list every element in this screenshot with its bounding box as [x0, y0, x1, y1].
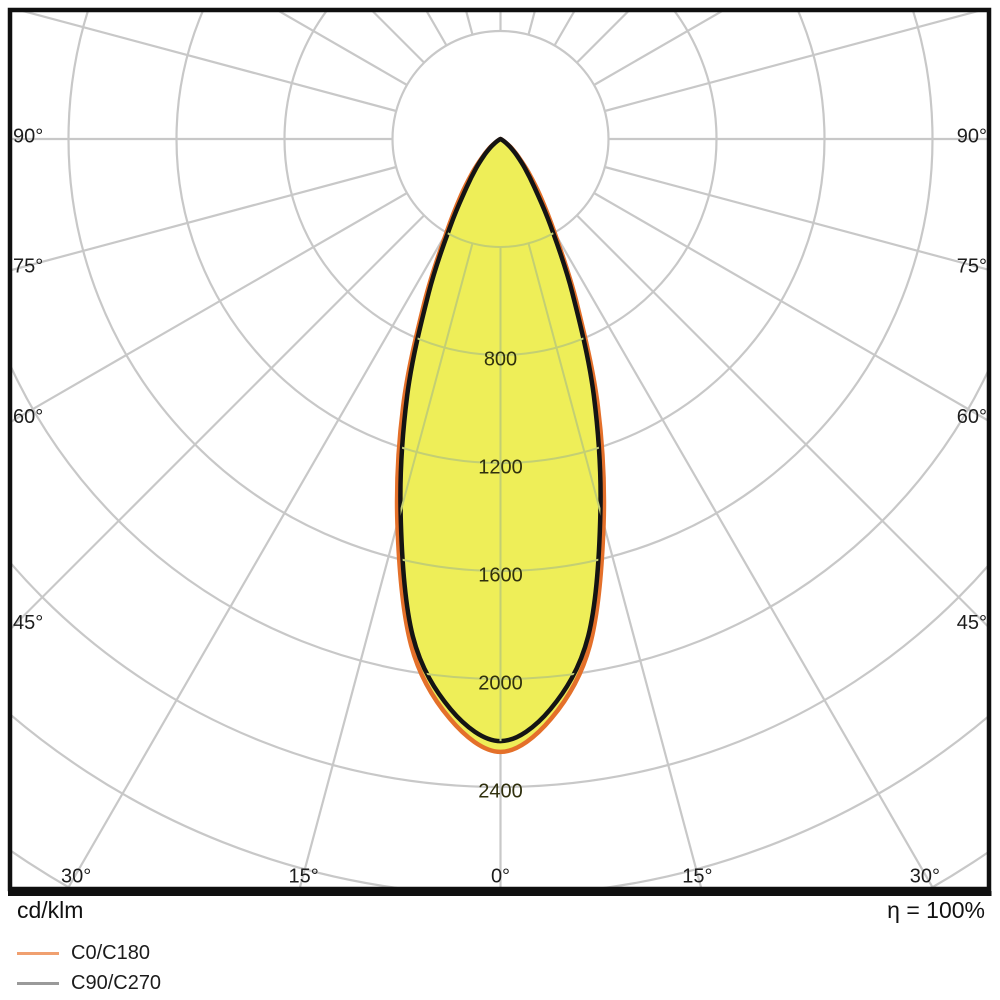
angle-label-left: 90°	[13, 125, 43, 147]
angle-label-bottom: 15°	[288, 865, 318, 887]
legend-label-c0-c180: C0/C180	[71, 941, 150, 964]
plot-frame	[7, 7, 992, 892]
angle-label-right: 90°	[957, 125, 987, 147]
legend-swatch-c90-c270-line	[17, 981, 59, 985]
radial-value-label: 800	[484, 348, 517, 370]
legend-item-c0-c180: C0/C180	[17, 938, 161, 968]
efficiency-label: η = 100%	[887, 897, 985, 923]
legend-item-c90-c270: C90/C270	[17, 968, 161, 998]
angle-label-bottom: 30°	[910, 865, 940, 887]
radial-value-label: 1600	[478, 564, 523, 586]
angle-label-bottom: 30°	[61, 865, 91, 887]
radial-value-label: 2400	[478, 780, 523, 802]
angle-label-right: 75°	[957, 256, 987, 278]
legend-swatch-c0-c180-line	[17, 951, 59, 955]
radial-value-label: 2000	[478, 672, 523, 694]
angle-label-left: 60°	[13, 406, 43, 428]
angle-label-bottom: 15°	[682, 865, 712, 887]
angle-label-left: 45°	[13, 612, 43, 634]
angle-label-left: 75°	[13, 256, 43, 278]
legend-label-c90-c270: C90/C270	[71, 971, 162, 994]
angle-label-bottom: 0°	[491, 865, 510, 887]
units-label: cd/klm	[17, 897, 84, 923]
legend: C0/C180 C90/C270	[17, 938, 161, 998]
angle-label-right: 60°	[957, 406, 987, 428]
angle-label-right: 45°	[957, 612, 987, 634]
radial-value-label: 1200	[478, 456, 523, 478]
